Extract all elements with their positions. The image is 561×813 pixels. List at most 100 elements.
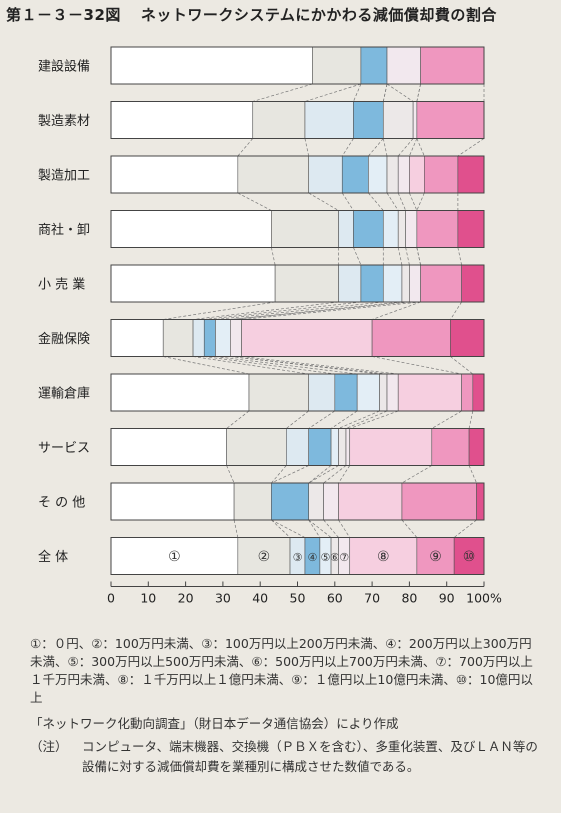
x-tick-label: 70 xyxy=(364,591,380,606)
bar-segment xyxy=(353,101,384,139)
segment-label: ③ xyxy=(293,551,303,564)
bar-segment xyxy=(241,319,373,357)
bar-segment xyxy=(450,319,485,357)
bar-segment xyxy=(203,319,216,357)
segment-label: ① xyxy=(168,549,181,565)
bar-segment xyxy=(461,373,474,412)
x-tick-label: 80 xyxy=(401,591,417,606)
bar-segment xyxy=(412,101,418,139)
bar-outline xyxy=(110,155,485,194)
connector-line xyxy=(271,519,291,538)
category-label: 製造素材 xyxy=(38,114,90,129)
connector-line xyxy=(468,410,474,429)
note-text: コンピュータ、端末機器、交換機（ＰＢＸを含む）、多重化装置、及びＬＡＮ等の設備に… xyxy=(82,739,538,774)
bar-segment xyxy=(409,264,421,303)
bar-segment xyxy=(341,155,369,194)
connector-line xyxy=(308,465,332,484)
bar-segment xyxy=(472,373,485,412)
connector-line xyxy=(353,247,362,266)
x-tick-label: 60 xyxy=(327,591,343,606)
category-label: サービス xyxy=(38,441,90,456)
connector-line xyxy=(271,519,306,538)
connector-line xyxy=(450,301,462,320)
bar-segment xyxy=(308,155,343,194)
connector-line xyxy=(308,465,339,484)
connector-line xyxy=(386,83,414,102)
connector-line xyxy=(193,301,339,320)
bar-segment xyxy=(338,482,403,521)
connector-line xyxy=(230,301,410,320)
connector-line xyxy=(345,410,388,429)
bar-segment xyxy=(416,537,455,575)
bar-segment xyxy=(379,373,388,412)
bar-segment xyxy=(405,210,418,248)
bar-segment xyxy=(110,428,227,466)
figure-title-text: ネットワークシステムにかかわる減価償却費の割合 xyxy=(140,6,497,24)
bar-outline xyxy=(110,101,485,139)
connector-line xyxy=(286,410,309,429)
connector-line xyxy=(450,356,474,375)
bar-segment xyxy=(382,210,399,248)
bar-segment xyxy=(110,264,276,303)
category-label: 金融保険 xyxy=(38,331,90,347)
bar-segment xyxy=(382,101,414,139)
bar-segment xyxy=(110,155,239,194)
bar-segment xyxy=(416,210,459,248)
connector-line xyxy=(341,192,354,211)
connector-line xyxy=(371,301,421,320)
bar-segment xyxy=(233,482,272,521)
connector-line xyxy=(457,247,462,266)
connector-line xyxy=(163,301,276,320)
connector-line xyxy=(401,519,418,538)
connector-line xyxy=(382,138,388,157)
bar-segment xyxy=(371,319,451,357)
connector-line xyxy=(409,138,418,157)
bar-segment xyxy=(110,482,235,521)
bar-segment xyxy=(338,428,347,466)
segment-label: ④ xyxy=(307,551,317,564)
bar-outline xyxy=(110,482,485,521)
bar-segment xyxy=(397,155,410,194)
connector-line xyxy=(401,465,432,484)
connector-line xyxy=(382,83,388,102)
bar-segment xyxy=(468,428,485,466)
connector-line xyxy=(338,410,380,429)
bar-segment xyxy=(382,264,403,303)
connector-line xyxy=(308,410,335,429)
bar-segment xyxy=(420,46,485,85)
bar-segment xyxy=(271,210,339,248)
connector-line xyxy=(397,192,406,211)
bar-segment xyxy=(323,482,339,521)
connector-line xyxy=(349,410,399,429)
bar-segment xyxy=(226,428,287,466)
x-tick-label: 0 xyxy=(107,591,115,606)
connector-line xyxy=(431,410,462,429)
connector-line xyxy=(386,192,399,211)
bar-segment xyxy=(237,155,309,194)
bar-segment xyxy=(345,428,351,466)
connector-line xyxy=(163,356,250,375)
x-tick-label: 20 xyxy=(178,591,194,606)
bar-outline xyxy=(110,537,485,575)
category-label: 運輸倉庫 xyxy=(38,387,90,402)
segment-label: ⑦ xyxy=(339,551,349,564)
bar-segment xyxy=(252,101,306,139)
connector-line xyxy=(233,519,239,538)
segment-label: ⑩ xyxy=(463,549,476,565)
connector-line xyxy=(416,192,425,211)
bar-segment xyxy=(386,155,399,194)
bar-segment xyxy=(110,537,239,575)
bar-segment xyxy=(110,101,254,139)
bar-segment xyxy=(110,319,164,357)
bar-outline xyxy=(110,428,485,466)
x-tick-label: 10 xyxy=(140,591,156,606)
bar-segment xyxy=(457,210,485,248)
connector-line xyxy=(304,83,362,102)
connector-line xyxy=(230,356,388,375)
source-text: 「ネットワーク化動向調査」（財日本データ通信協会）により作成 xyxy=(30,716,399,731)
segment-label: ⑧ xyxy=(377,549,390,565)
figure-title: 第１－３－32図 ネットワークシステムにかかわる減価償却費の割合 xyxy=(6,4,556,25)
bar-outline xyxy=(110,264,485,303)
bar-segment xyxy=(397,210,406,248)
